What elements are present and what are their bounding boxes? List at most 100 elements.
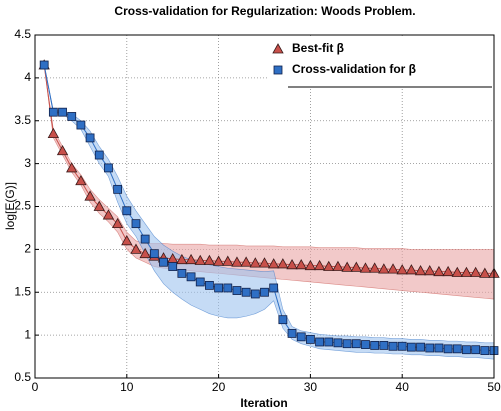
triangle-marker xyxy=(295,258,307,270)
triangle-marker xyxy=(479,267,491,278)
square-marker xyxy=(250,289,260,299)
square-marker xyxy=(195,277,205,287)
triangle-marker xyxy=(414,264,427,276)
square-marker xyxy=(260,287,269,297)
square-marker xyxy=(379,341,389,350)
square-marker xyxy=(443,344,453,354)
square-marker xyxy=(159,257,168,267)
y-tick-label: 4 xyxy=(24,70,31,84)
triangle-marker xyxy=(286,258,298,270)
square-marker xyxy=(324,337,334,347)
square-marker xyxy=(241,287,251,297)
square-marker xyxy=(434,343,444,353)
triangle-marker xyxy=(433,265,445,277)
square-marker xyxy=(168,262,178,271)
square-marker xyxy=(67,112,77,121)
square-marker xyxy=(104,163,113,173)
square-marker xyxy=(342,339,352,349)
square-marker xyxy=(296,332,306,342)
square-marker xyxy=(140,234,150,244)
triangle-marker xyxy=(359,262,372,273)
square-marker xyxy=(462,345,471,355)
triangle-marker xyxy=(231,256,243,267)
legend: Best-fit β Cross-validation for β xyxy=(268,37,492,89)
triangle-marker xyxy=(176,253,188,265)
y-tick-label: 2 xyxy=(24,242,31,256)
square-marker xyxy=(149,249,159,259)
square-marker xyxy=(223,283,233,293)
triangle-marker xyxy=(56,144,69,156)
legend-box xyxy=(268,37,492,89)
triangle-marker xyxy=(304,259,317,271)
y-tick-label: 0.5 xyxy=(14,370,31,384)
square-marker xyxy=(370,341,380,350)
x-tick-label: 20 xyxy=(212,380,226,394)
square-marker xyxy=(85,133,95,143)
triangle-marker xyxy=(66,162,78,173)
plot-frame xyxy=(34,34,495,379)
square-marker xyxy=(287,329,297,338)
y-tick-label: 2.5 xyxy=(14,199,31,213)
triangle-marker xyxy=(102,209,115,220)
x-tick-label: 30 xyxy=(304,380,318,394)
square-marker xyxy=(48,107,58,117)
triangle-marker xyxy=(350,261,362,272)
triangle-marker xyxy=(387,263,399,274)
triangle-marker xyxy=(323,260,335,271)
triangle-marker xyxy=(212,255,225,266)
legend-label: Best-fit β xyxy=(292,41,344,55)
triangle-marker xyxy=(194,254,206,265)
x-axis-label: Iteration xyxy=(240,396,287,410)
triangle-marker xyxy=(84,190,96,201)
square-marker xyxy=(406,342,416,352)
square-marker xyxy=(58,107,67,117)
square-marker xyxy=(214,283,224,293)
square-marker xyxy=(186,272,196,282)
square-marker xyxy=(333,338,343,348)
square-marker xyxy=(416,342,425,352)
square-marker xyxy=(351,339,361,349)
y-tick-label: 3 xyxy=(24,156,31,170)
triangle-marker xyxy=(451,266,463,277)
triangle-marker xyxy=(424,264,436,276)
triangle-marker xyxy=(332,260,344,271)
triangle-marker xyxy=(469,266,482,277)
triangle-marker xyxy=(405,264,418,275)
square-marker xyxy=(480,346,490,355)
y-tick-label: 4.5 xyxy=(14,27,31,41)
triangle-marker xyxy=(268,258,280,269)
square-marker xyxy=(269,283,279,293)
triangle-marker xyxy=(313,259,326,271)
triangle-marker xyxy=(222,255,234,266)
square-marker xyxy=(76,120,86,130)
triangle-marker xyxy=(258,257,271,268)
square-marker xyxy=(39,60,49,70)
triangle-marker xyxy=(47,127,60,139)
square-marker xyxy=(113,184,123,194)
x-tick-label: 50 xyxy=(487,380,501,394)
x-tick-label: 0 xyxy=(32,380,39,394)
x-tick-label: 10 xyxy=(120,380,134,394)
legend-label: Cross-validation for β xyxy=(292,62,416,76)
square-marker xyxy=(278,315,288,325)
square-marker xyxy=(273,65,283,75)
y-tick-label: 3.5 xyxy=(14,113,31,127)
triangle-marker xyxy=(203,254,216,265)
y-tick-label: 1 xyxy=(24,327,31,341)
chart-title: Cross-validation for Regularization: Woo… xyxy=(114,4,415,18)
triangle-marker xyxy=(121,234,133,246)
square-marker xyxy=(388,341,398,351)
triangle-marker xyxy=(396,264,408,275)
square-marker xyxy=(425,343,435,353)
x-tick-label: 40 xyxy=(396,380,410,394)
triangle-marker xyxy=(272,43,284,54)
triangle-marker xyxy=(93,200,105,211)
square-marker xyxy=(397,341,407,351)
triangle-marker xyxy=(378,263,390,274)
triangle-marker xyxy=(249,257,261,268)
triangle-marker xyxy=(111,217,124,229)
y-tick-label: 1.5 xyxy=(14,284,31,298)
square-marker xyxy=(315,337,324,347)
square-marker xyxy=(305,335,315,344)
